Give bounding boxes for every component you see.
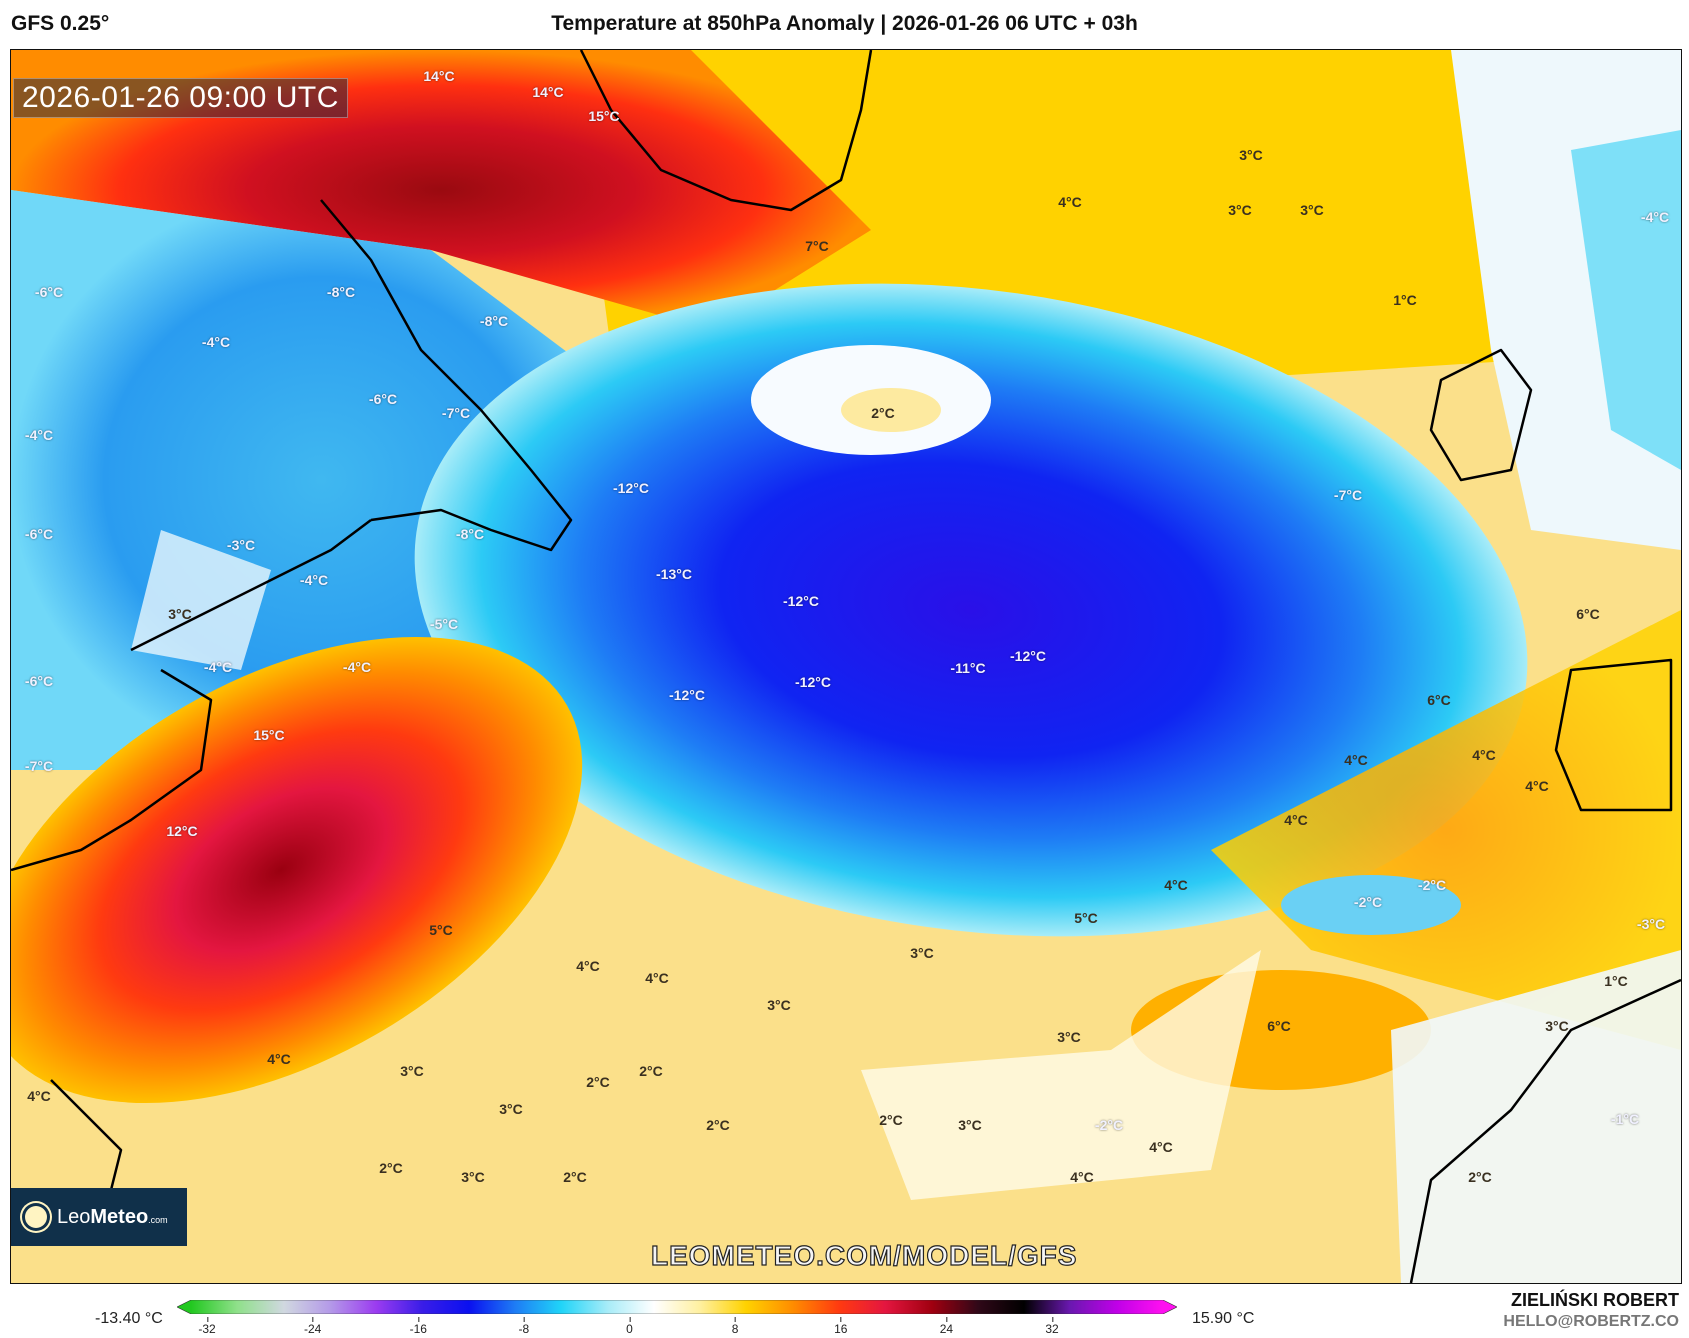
isotherm-label: 3°C: [1239, 147, 1263, 163]
isotherm-label: 4°C: [1472, 747, 1496, 763]
isotherm-label: 3°C: [767, 997, 791, 1013]
isotherm-label: -13°C: [656, 566, 692, 582]
isotherm-label: -6°C: [24, 526, 54, 542]
isotherm-label: -12°C: [783, 593, 819, 609]
isotherm-label: 12°C: [166, 823, 198, 839]
logo-text: LeoMeteo.com: [57, 1205, 168, 1228]
temperature-field: [11, 50, 1681, 1283]
colorbar-tick: 24: [939, 1317, 954, 1336]
isotherm-label: 3°C: [910, 945, 934, 961]
isotherm-label: 4°C: [576, 958, 600, 974]
colorbar-tick: 0: [626, 1317, 633, 1336]
isotherm-label: -8°C: [326, 284, 356, 300]
colorbar-tick: 16: [834, 1317, 848, 1336]
isotherm-label: 2°C: [563, 1169, 587, 1185]
isotherm-label: 15°C: [253, 727, 285, 743]
isotherm-label: -4°C: [342, 659, 372, 675]
valid-time-badge: 2026-01-26 09:00 UTC: [13, 78, 348, 118]
isotherm-label: 4°C: [1164, 877, 1188, 893]
sun-icon: [25, 1206, 47, 1228]
isotherm-label: -12°C: [669, 687, 705, 703]
colorbar-min-label: -13.40 °C: [95, 1310, 163, 1327]
isotherm-label: -3°C: [1636, 916, 1666, 932]
isotherm-label: -12°C: [1010, 648, 1046, 664]
isotherm-label: -7°C: [24, 758, 54, 774]
isotherm-label: -7°C: [1333, 487, 1363, 503]
isotherm-label: 3°C: [1300, 202, 1324, 218]
colorbar-tick: -32: [198, 1317, 216, 1336]
colorbar-max-label: 15.90 °C: [1192, 1310, 1255, 1327]
isotherm-label: 4°C: [1149, 1139, 1173, 1155]
isotherm-label: -11°C: [950, 660, 986, 676]
isotherm-label: 4°C: [1344, 752, 1368, 768]
author-name: ZIELIŃSKI ROBERT: [1510, 1290, 1679, 1310]
isotherm-label: -4°C: [1640, 209, 1670, 225]
isotherm-label: 6°C: [1576, 606, 1600, 622]
colorbar-tick: -16: [409, 1317, 427, 1336]
isotherm-label: -4°C: [24, 427, 54, 443]
isotherm-label: 7°C: [805, 238, 829, 254]
isotherm-label: -7°C: [441, 405, 471, 421]
leometeo-logo[interactable]: LeoMeteo.com: [11, 1188, 187, 1246]
colorbar-tick: 8: [731, 1317, 739, 1336]
author-email[interactable]: HELLO@ROBERTZ.CO: [1503, 1313, 1679, 1330]
colorbar-ticks: -32 -24 -16 -8 0 8 16 24 32: [190, 1317, 1140, 1338]
isotherm-label: 4°C: [27, 1088, 51, 1104]
colorbar: [177, 1300, 1177, 1314]
isotherm-label: -6°C: [34, 284, 64, 300]
colorbar-tick: -24: [303, 1317, 322, 1336]
isotherm-label: 2°C: [879, 1112, 903, 1128]
isotherm-label: 2°C: [1468, 1169, 1492, 1185]
isotherm-label: -6°C: [368, 391, 398, 407]
isotherm-label: 6°C: [1267, 1018, 1291, 1034]
isotherm-label: 4°C: [1058, 194, 1082, 210]
isotherm-label: -8°C: [455, 526, 485, 542]
isotherm-label: 2°C: [639, 1063, 663, 1079]
isotherm-label: 15°C: [588, 108, 620, 124]
isotherm-label: 2°C: [871, 405, 895, 421]
isotherm-label: 4°C: [267, 1051, 291, 1067]
isotherm-label: 4°C: [1525, 778, 1549, 794]
isotherm-label: -2°C: [1353, 894, 1383, 910]
isotherm-label: 3°C: [1228, 202, 1252, 218]
isotherm-label: 6°C: [1427, 692, 1451, 708]
chart-title: Temperature at 850hPa Anomaly | 2026-01-…: [551, 12, 1138, 35]
isotherm-label: 3°C: [1545, 1018, 1569, 1034]
isotherm-label: -2°C: [1417, 877, 1447, 893]
isotherm-label: 3°C: [1057, 1029, 1081, 1045]
isotherm-label: 3°C: [168, 606, 192, 622]
anomaly-map: 2026-01-26 09:00 UTC 14°C 14°C 15°C 3°C 4°C 3…: [10, 49, 1682, 1284]
isotherm-label: -4°C: [299, 572, 329, 588]
isotherm-label: 3°C: [958, 1117, 982, 1133]
model-url-watermark: LEOMETEO.COM/MODEL/GFS: [650, 1239, 1078, 1271]
isotherm-label: 4°C: [645, 970, 669, 986]
model-name: GFS 0.25°: [11, 12, 110, 35]
isotherm-label: 2°C: [379, 1160, 403, 1176]
isotherm-label: 3°C: [461, 1169, 485, 1185]
isotherm-label: 4°C: [1070, 1169, 1094, 1185]
isotherm-label: -12°C: [613, 480, 649, 496]
isotherm-label: 2°C: [586, 1074, 610, 1090]
isotherm-label: 4°C: [1284, 812, 1308, 828]
isotherm-label: 5°C: [429, 922, 453, 938]
isotherm-label: 5°C: [1074, 910, 1098, 926]
isotherm-label: 2°C: [706, 1117, 730, 1133]
isotherm-label: -5°C: [429, 616, 459, 632]
isotherm-label: -6°C: [24, 673, 54, 689]
isotherm-label: 1°C: [1393, 292, 1417, 308]
isotherm-label: 3°C: [499, 1101, 523, 1117]
isotherm-label: 14°C: [423, 68, 455, 84]
isotherm-label: -12°C: [795, 674, 831, 690]
isotherm-label: -3°C: [226, 537, 256, 553]
colorbar-tick: -8: [518, 1317, 530, 1336]
isotherm-label: 14°C: [532, 84, 564, 100]
isotherm-label: -4°C: [201, 334, 231, 350]
isotherm-label: -2°C: [1094, 1117, 1124, 1133]
isotherm-label: 3°C: [400, 1063, 424, 1079]
isotherm-label: -8°C: [479, 313, 509, 329]
colorbar-tick: 32: [1045, 1317, 1059, 1336]
isotherm-label: -1°C: [1610, 1111, 1640, 1127]
isotherm-label: -4°C: [203, 659, 233, 675]
isotherm-label: 1°C: [1604, 973, 1628, 989]
